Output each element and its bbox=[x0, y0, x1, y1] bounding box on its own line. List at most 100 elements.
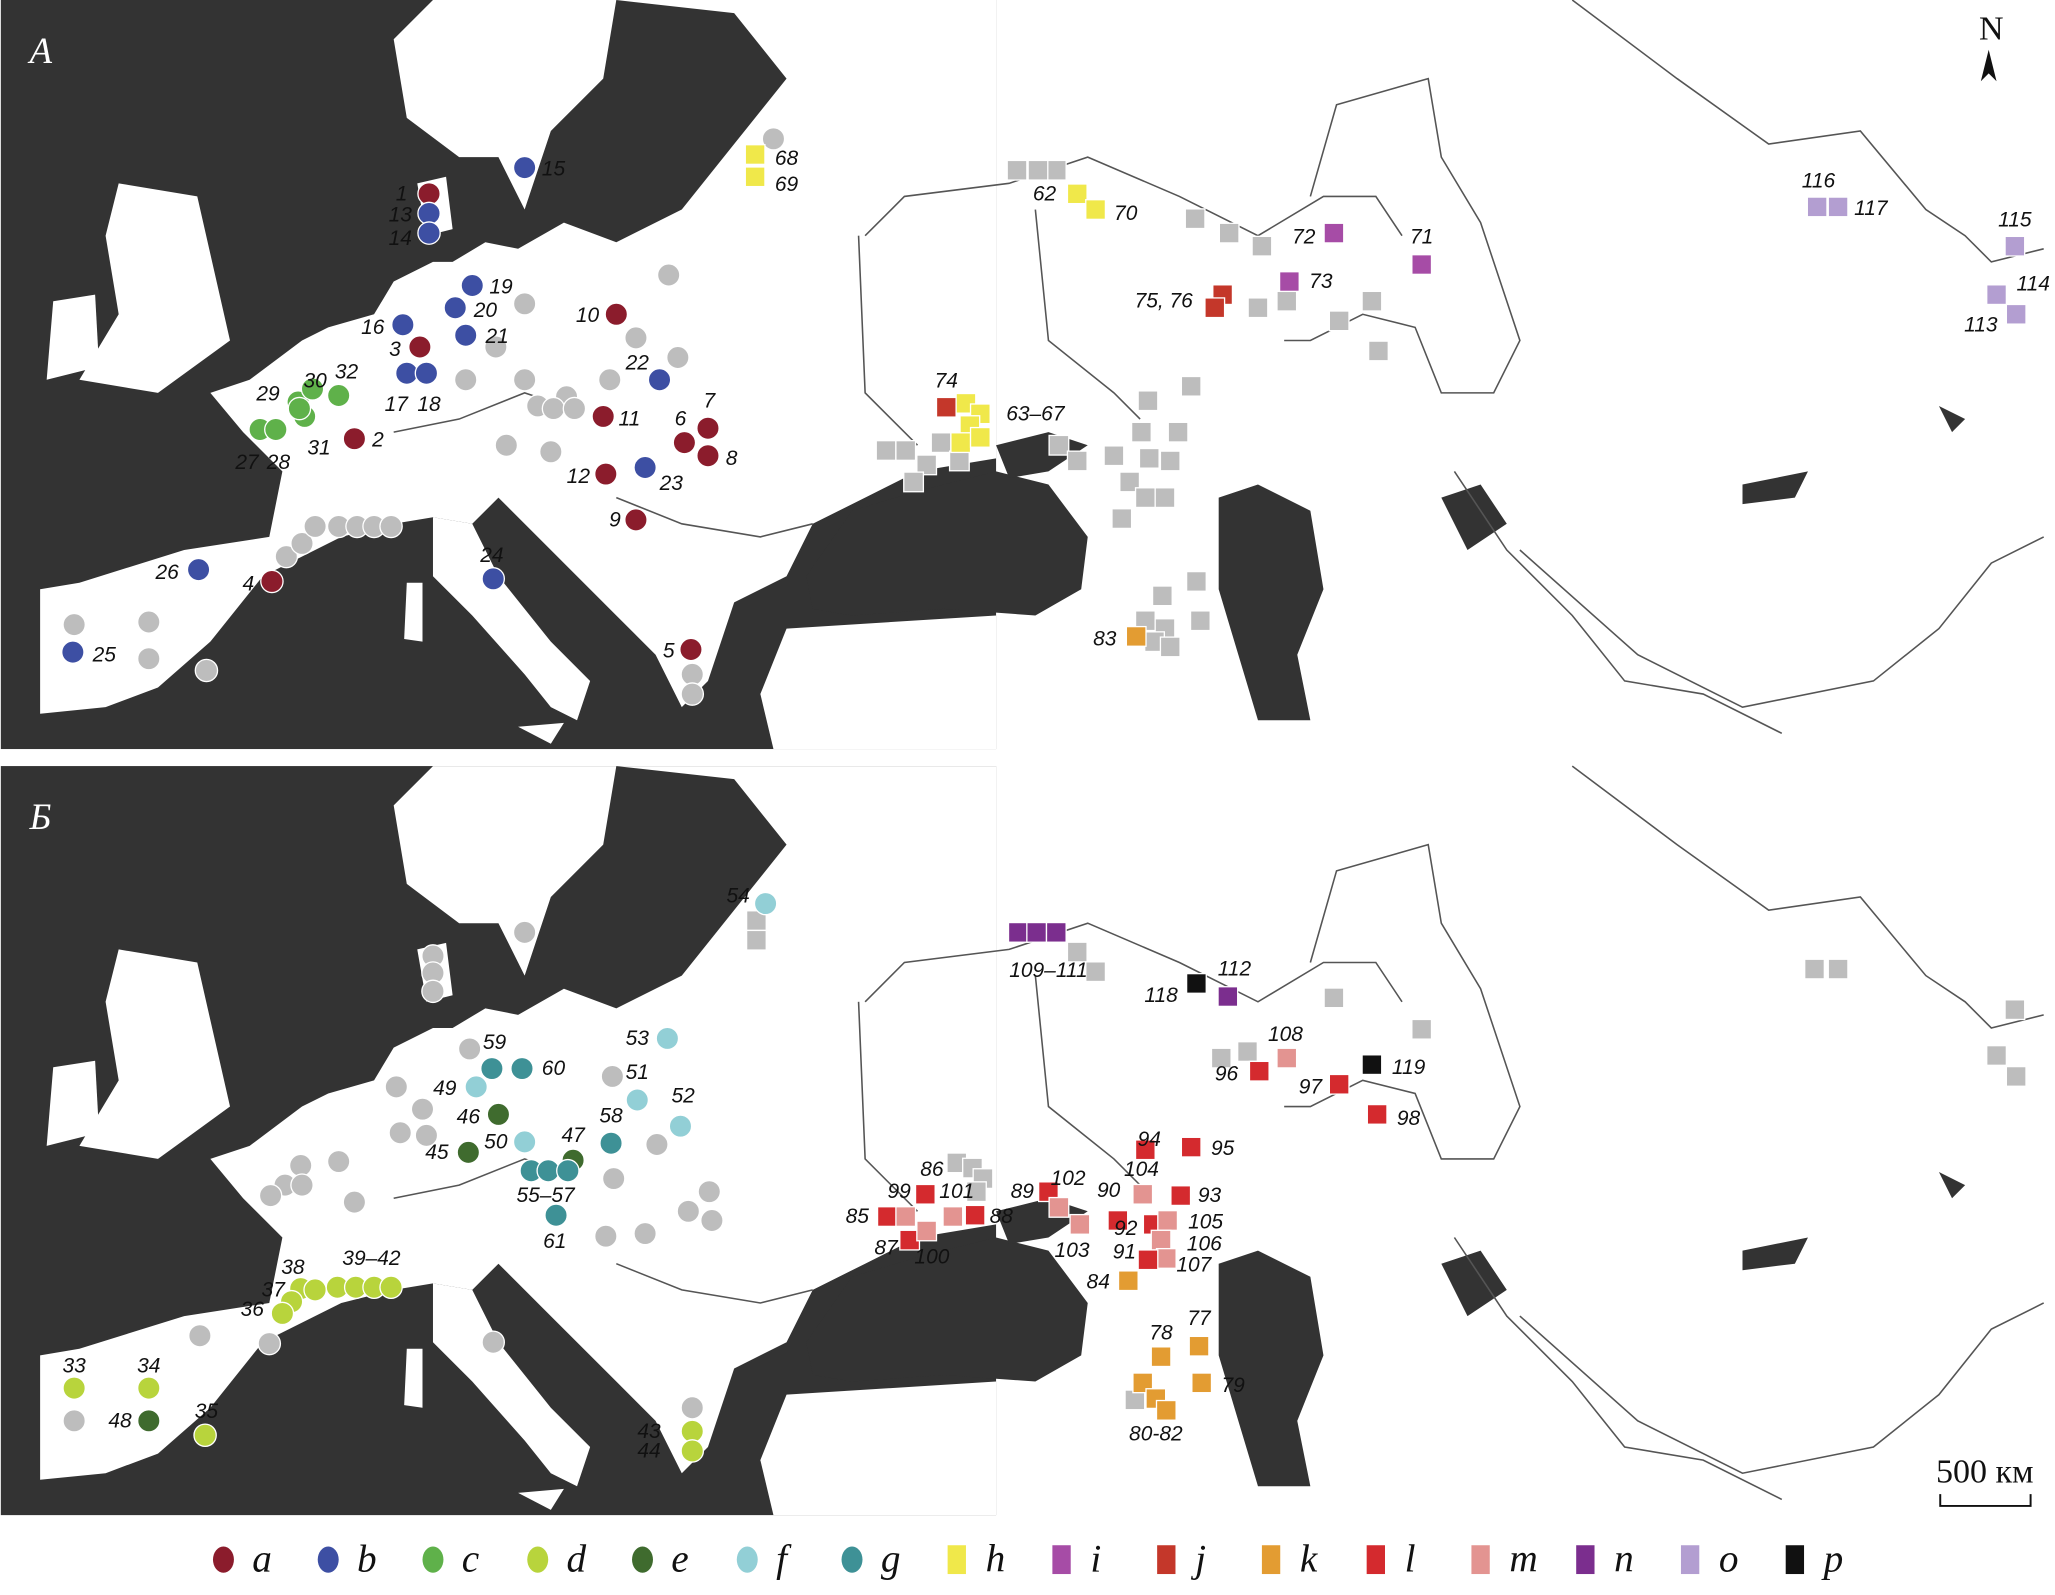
site-label: 48 bbox=[108, 1409, 132, 1432]
site: 49 bbox=[433, 1075, 488, 1100]
unclassified-site-marker bbox=[666, 345, 690, 370]
site-label: 30 bbox=[303, 370, 327, 393]
unclassified-site-marker bbox=[258, 1183, 283, 1208]
legend-marker bbox=[736, 1546, 758, 1573]
site-label: 91 bbox=[1113, 1240, 1136, 1263]
legend-label: o bbox=[1719, 1537, 1739, 1580]
site-label: 69 bbox=[775, 173, 799, 196]
site-marker-l bbox=[1180, 1136, 1202, 1158]
site-marker-l bbox=[1134, 1139, 1156, 1161]
site: 68 bbox=[744, 144, 799, 170]
legend-marker bbox=[1366, 1545, 1385, 1575]
site: 74 bbox=[935, 370, 958, 418]
site: 24 bbox=[479, 544, 505, 591]
site-marker-m bbox=[1157, 1210, 1179, 1231]
site-label: 43 bbox=[637, 1420, 661, 1443]
site: 88 bbox=[964, 1204, 1013, 1228]
unclassified-site-marker bbox=[1189, 610, 1211, 632]
site: 79 bbox=[1191, 1372, 1245, 1397]
legend-label: l bbox=[1405, 1537, 1416, 1580]
site: 26 bbox=[154, 557, 211, 584]
unclassified-site-marker bbox=[1411, 1018, 1433, 1040]
site-marker-k bbox=[1188, 1335, 1210, 1357]
site: 6 bbox=[672, 408, 697, 455]
site-label: 117 bbox=[1854, 197, 1889, 220]
site-marker-f bbox=[512, 1130, 537, 1154]
unclassified-site-marker bbox=[1066, 941, 1088, 963]
site: 15 bbox=[512, 155, 565, 180]
unclassified-site-marker bbox=[379, 514, 403, 539]
site-marker-a bbox=[417, 182, 441, 206]
legend-label: i bbox=[1090, 1537, 1101, 1580]
site-marker-n bbox=[1045, 921, 1067, 943]
site: 99 bbox=[888, 1180, 936, 1205]
unclassified-site-marker bbox=[290, 1173, 314, 1197]
site: 61 bbox=[543, 1203, 568, 1253]
site: 114 bbox=[1986, 273, 2050, 306]
site: 36 bbox=[241, 1298, 295, 1326]
site-label: 94 bbox=[1138, 1128, 1161, 1151]
legend-item-g: g bbox=[841, 1537, 900, 1580]
site: 85 bbox=[846, 1205, 898, 1228]
site: 60 bbox=[510, 1056, 565, 1081]
unclassified-site-marker bbox=[1137, 390, 1159, 412]
legend-marker bbox=[422, 1546, 444, 1573]
site: 96 bbox=[1215, 1060, 1270, 1085]
unclassified-site-marker bbox=[288, 1153, 313, 1178]
site-label: 80-82 bbox=[1129, 1422, 1183, 1445]
legend-marker bbox=[1261, 1545, 1281, 1575]
site-marker-m bbox=[1155, 1247, 1177, 1269]
site: 2 bbox=[342, 426, 384, 452]
site: 97 bbox=[1299, 1073, 1350, 1098]
unclassified-site-marker bbox=[512, 367, 537, 392]
unclassified-site-marker bbox=[62, 612, 86, 637]
unclassified-site-marker bbox=[303, 514, 327, 539]
site-label: 85 bbox=[846, 1205, 870, 1228]
site-marker-o bbox=[1986, 284, 2008, 306]
site-label: 70 bbox=[1114, 202, 1138, 225]
site-marker-h bbox=[950, 432, 972, 454]
legend-item-f: f bbox=[736, 1537, 792, 1580]
site-marker-b bbox=[186, 557, 211, 582]
site-label: 118 bbox=[1144, 984, 1178, 1007]
site: 21 bbox=[453, 323, 509, 348]
site: 80-82 bbox=[1129, 1372, 1183, 1445]
legend-item-p: p bbox=[1785, 1537, 1843, 1580]
legend-label: h bbox=[986, 1537, 1006, 1580]
unclassified-site-marker bbox=[624, 326, 648, 350]
site: 87 bbox=[874, 1229, 921, 1260]
site-marker-k bbox=[1132, 1372, 1154, 1394]
legend-label: b bbox=[357, 1537, 377, 1580]
site-marker-unclassified bbox=[965, 1181, 987, 1203]
site-label: 106 bbox=[1187, 1233, 1222, 1256]
site-label: 36 bbox=[241, 1298, 265, 1321]
site-label: 27 bbox=[234, 451, 260, 474]
site-label: 79 bbox=[1221, 1374, 1245, 1397]
site-marker-l bbox=[1137, 1249, 1159, 1271]
scale-label: 500 км bbox=[1936, 1453, 2034, 1490]
unclassified-site-marker bbox=[2005, 1065, 2027, 1087]
site: 17 bbox=[385, 361, 419, 416]
site-marker-b bbox=[417, 201, 441, 226]
legend-item-l: l bbox=[1366, 1537, 1416, 1580]
site-marker-o bbox=[1806, 196, 1828, 218]
site-label: 39–42 bbox=[342, 1247, 401, 1270]
unclassified-site-marker bbox=[1151, 585, 1173, 607]
unclassified-site-marker bbox=[1045, 159, 1067, 181]
site: 55–57 bbox=[516, 1158, 580, 1207]
site: 106 bbox=[1150, 1229, 1222, 1256]
unclassified-site-marker bbox=[1237, 1041, 1258, 1063]
site-marker-h bbox=[1066, 183, 1088, 205]
site-marker-i bbox=[1323, 222, 1345, 244]
unclassified-site-marker bbox=[384, 1075, 409, 1099]
unclassified-site-marker bbox=[1986, 1045, 2008, 1066]
scale-bar: 500 км bbox=[1936, 1453, 2034, 1507]
site-label: 46 bbox=[457, 1106, 481, 1129]
site: 70 bbox=[1066, 183, 1138, 225]
site: 94 bbox=[1134, 1128, 1161, 1161]
unclassified-site-marker bbox=[274, 544, 299, 569]
site: 89 bbox=[1011, 1180, 1059, 1203]
unclassified-site-marker bbox=[539, 440, 563, 464]
unclassified-site-marker bbox=[453, 367, 478, 392]
unclassified-site-marker bbox=[1138, 447, 1160, 469]
